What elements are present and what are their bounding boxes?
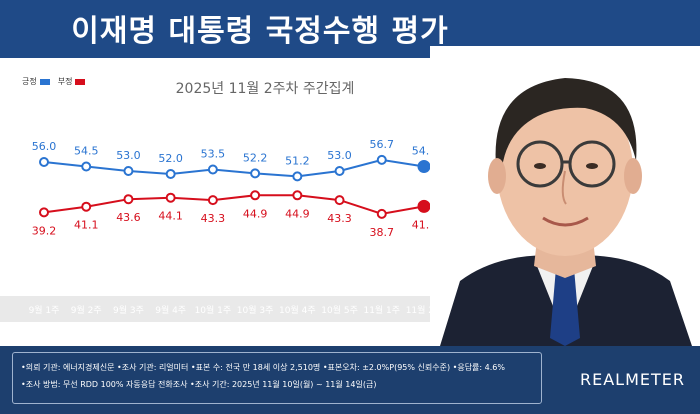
series-line-negative xyxy=(43,194,425,215)
series-line-positive xyxy=(43,158,425,178)
x-tick-label: 9월 2주 xyxy=(71,304,102,316)
x-tick-label: 11월 1주 xyxy=(363,304,400,316)
data-point-positive xyxy=(250,168,261,179)
portrait-illustration xyxy=(430,46,700,346)
x-tick-label: 10월 4주 xyxy=(279,304,316,316)
data-point-negative xyxy=(376,208,387,219)
data-point-negative xyxy=(165,192,176,203)
survey-notes-line2: •조사 방법: 무선 RDD 100% 자동응답 전화조사 •조사 기간: 20… xyxy=(21,380,377,389)
data-label-negative: 43.3 xyxy=(201,212,226,225)
data-point-positive xyxy=(123,166,134,176)
data-label-positive: 52.2 xyxy=(243,151,268,164)
data-label-negative: 44.1 xyxy=(158,210,183,223)
data-point-negative xyxy=(292,190,303,201)
survey-notes-line1: •의뢰 기관: 에너지경제신문 •조사 기관: 리얼미터 •표본 수: 전국 만… xyxy=(21,363,505,372)
data-point-positive xyxy=(417,160,431,173)
data-label-positive: 56.7 xyxy=(370,138,395,151)
legend-swatch-negative xyxy=(75,78,86,85)
data-point-positive xyxy=(376,154,387,165)
footer-bar xyxy=(0,346,700,414)
legend-swatch-positive xyxy=(39,78,50,85)
president-portrait xyxy=(430,46,700,346)
data-label-positive: 52.0 xyxy=(158,152,183,165)
data-label-negative: 41.1 xyxy=(74,219,99,232)
data-point-negative xyxy=(334,195,345,206)
data-point-negative xyxy=(417,199,431,213)
data-point-negative xyxy=(250,190,261,201)
data-label-negative: 43.6 xyxy=(116,211,141,224)
data-label-positive: 54.5 xyxy=(74,145,99,158)
x-tick-label: 9월 1주 xyxy=(29,304,60,316)
chart-legend: 긍정 부정 xyxy=(22,76,86,87)
data-label-negative: 38.7 xyxy=(370,226,395,239)
page-title: 이재명 대통령 국정수행 평가 xyxy=(71,14,449,49)
data-point-positive xyxy=(292,171,303,182)
line-chart: 56.0 54.5 53.0 52.0 53.5 52.2 51.2 53.056.754.5… xyxy=(29,138,443,316)
x-tick-label: 10월 3주 xyxy=(237,304,274,316)
x-tick-label: 10월 5주 xyxy=(321,304,358,316)
chart-subtitle: 2025년 11월 2주차 주간집계 xyxy=(175,81,355,97)
legend-item-positive: 긍정 xyxy=(22,76,50,87)
axis-band xyxy=(0,296,470,322)
data-point-positive xyxy=(39,157,49,167)
data-label-positive: 53.0 xyxy=(116,149,141,162)
data-label-negative: 43.3 xyxy=(327,212,352,225)
data-label-positive: 53.0 xyxy=(327,149,352,162)
data-point-positive xyxy=(165,169,176,179)
data-label-positive: 51.2 xyxy=(285,154,310,167)
data-point-negative xyxy=(81,201,92,212)
data-label-negative: 39.2 xyxy=(32,224,57,237)
data-point-negative xyxy=(207,195,218,206)
data-point-positive xyxy=(81,161,92,172)
legend-label-positive: 긍정 xyxy=(22,77,37,86)
data-point-positive xyxy=(207,164,218,175)
data-label-positive: 53.5 xyxy=(201,148,226,161)
data-label-positive: 56.0 xyxy=(32,140,57,153)
legend-item-negative: 부정 xyxy=(58,76,86,87)
brand-logo: REALMETER xyxy=(580,370,685,389)
legend-label-negative: 부정 xyxy=(57,77,73,86)
header-bar: 이재명 대통령 국정수행 평가 xyxy=(0,0,700,58)
data-label-negative: 44.9 xyxy=(285,207,310,220)
survey-notes: •의뢰 기관: 에너지경제신문 •조사 기관: 리얼미터 •표본 수: 전국 만… xyxy=(12,352,542,404)
x-tick-label: 9월 3주 xyxy=(113,304,144,316)
data-point-positive xyxy=(334,166,345,176)
data-point-negative xyxy=(39,207,49,218)
data-label-negative: 44.9 xyxy=(243,207,268,220)
x-tick-label: 10월 1주 xyxy=(195,304,232,316)
x-tick-label: 9월 4주 xyxy=(155,304,186,316)
data-point-negative xyxy=(123,194,134,205)
